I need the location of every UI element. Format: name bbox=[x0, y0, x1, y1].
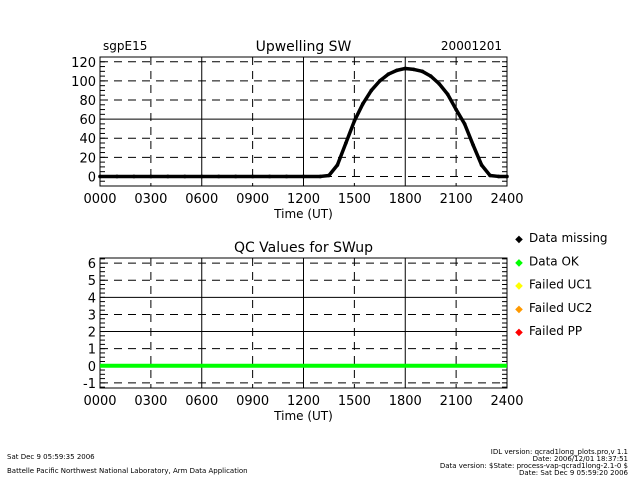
data-point bbox=[98, 174, 102, 179]
data-point bbox=[462, 122, 467, 126]
data-point bbox=[284, 174, 289, 179]
data-point bbox=[428, 74, 433, 78]
data-point bbox=[115, 174, 119, 179]
y-tick-label: 5 bbox=[88, 274, 96, 289]
data-point bbox=[369, 88, 374, 93]
plot-frame bbox=[99, 257, 508, 389]
data-point bbox=[386, 72, 391, 76]
data-point bbox=[327, 173, 331, 178]
data-point bbox=[267, 174, 272, 179]
footer-data-date: Date: Sat Dec 9 05:59:20 2006 bbox=[519, 469, 628, 477]
data-point bbox=[437, 81, 441, 86]
legend-label: Data missing bbox=[529, 231, 608, 245]
data-point bbox=[394, 68, 399, 73]
y-tick-label: -1 bbox=[83, 377, 96, 392]
footer-date: Sat Dec 9 05:59:35 2006 bbox=[7, 453, 95, 461]
footer-data-version: Data version: $State: process-vap-qcrad1… bbox=[439, 462, 628, 470]
x-tick-label: 1200 bbox=[287, 192, 320, 207]
y-tick-label: 100 bbox=[71, 75, 96, 90]
legend-label: Data OK bbox=[529, 254, 580, 268]
site-label: sgpE15 bbox=[103, 39, 147, 53]
legend-label: Failed UC2 bbox=[529, 301, 592, 315]
plot-frame bbox=[99, 56, 508, 187]
legend-marker-icon: ◆ bbox=[515, 234, 523, 245]
data-point bbox=[344, 141, 348, 145]
data-point bbox=[378, 79, 382, 83]
data-point bbox=[488, 173, 492, 178]
data-point bbox=[352, 119, 357, 123]
data-point bbox=[233, 174, 238, 179]
x-tick-label: 2100 bbox=[440, 192, 473, 207]
y-tick-label: 80 bbox=[79, 94, 96, 109]
y-tick-label: 60 bbox=[79, 113, 96, 128]
data-point bbox=[496, 174, 501, 179]
x-tick-label: 2400 bbox=[490, 192, 523, 207]
x-tick-label: 1200 bbox=[287, 394, 320, 409]
data-point bbox=[454, 107, 458, 112]
y-tick-label: 2 bbox=[88, 326, 96, 341]
y-tick-label: 1 bbox=[88, 343, 96, 358]
data-point bbox=[199, 174, 204, 179]
x-tick-label: 1500 bbox=[338, 394, 371, 409]
legend-marker-icon: ◆ bbox=[515, 304, 523, 315]
data-point bbox=[250, 174, 255, 179]
x-tick-label: 0000 bbox=[83, 192, 116, 207]
data-point bbox=[411, 67, 416, 72]
data-point bbox=[445, 92, 450, 97]
legend-label: Failed UC1 bbox=[529, 278, 592, 292]
x-tick-label: 0600 bbox=[185, 192, 218, 207]
data-series-line bbox=[100, 66, 507, 179]
y-tick-label: 0 bbox=[88, 360, 96, 375]
y-tick-label: 4 bbox=[88, 291, 96, 306]
y-tick-label: 6 bbox=[88, 257, 96, 272]
data-point bbox=[403, 66, 408, 71]
chart-title: Upwelling SW bbox=[256, 39, 352, 55]
x-axis-label: Time (UT) bbox=[273, 409, 333, 423]
data-point bbox=[420, 69, 425, 74]
x-tick-label: 0300 bbox=[134, 394, 167, 409]
x-tick-label: 0300 bbox=[134, 192, 167, 207]
date-label: 20001201 bbox=[441, 39, 502, 53]
data-point bbox=[361, 102, 365, 106]
x-tick-label: 1800 bbox=[389, 394, 422, 409]
footer-idl-date: Date: 2006/12/01 18:37:51 bbox=[532, 455, 628, 463]
footer-idl-version: IDL version: qcrad1long_plots.pro,v 1.1 bbox=[490, 448, 628, 456]
legend-marker-icon: ◆ bbox=[515, 257, 523, 268]
data-point bbox=[335, 163, 340, 167]
data-point bbox=[471, 143, 475, 147]
data-point bbox=[132, 174, 136, 179]
data-point bbox=[182, 174, 187, 179]
legend-label: Failed PP bbox=[529, 324, 582, 338]
data-point bbox=[149, 174, 153, 179]
x-axis-label: Time (UT) bbox=[273, 207, 333, 221]
footer-org: Battelle Pacific Northwest National Labo… bbox=[7, 467, 248, 475]
legend-marker-icon: ◆ bbox=[515, 281, 523, 292]
y-tick-label: 40 bbox=[79, 132, 96, 147]
x-tick-label: 0000 bbox=[83, 394, 116, 409]
x-tick-label: 1500 bbox=[338, 192, 371, 207]
y-tick-label: 20 bbox=[79, 151, 96, 166]
data-point bbox=[301, 174, 306, 179]
legend-marker-icon: ◆ bbox=[515, 327, 523, 338]
x-tick-label: 1800 bbox=[389, 192, 422, 207]
x-tick-label: 0900 bbox=[236, 394, 269, 409]
y-tick-label: 3 bbox=[88, 308, 96, 323]
data-point bbox=[505, 174, 509, 179]
x-tick-label: 2100 bbox=[440, 394, 473, 409]
x-tick-label: 0600 bbox=[185, 394, 218, 409]
y-tick-label: 120 bbox=[71, 56, 96, 71]
data-point bbox=[479, 163, 484, 167]
data-point bbox=[318, 174, 323, 179]
data-point bbox=[216, 174, 221, 179]
y-tick-label: 0 bbox=[88, 170, 96, 185]
data-point bbox=[166, 174, 170, 179]
x-tick-label: 2400 bbox=[490, 394, 523, 409]
x-tick-label: 0900 bbox=[236, 192, 269, 207]
chart-title: QC Values for SWup bbox=[234, 240, 373, 256]
